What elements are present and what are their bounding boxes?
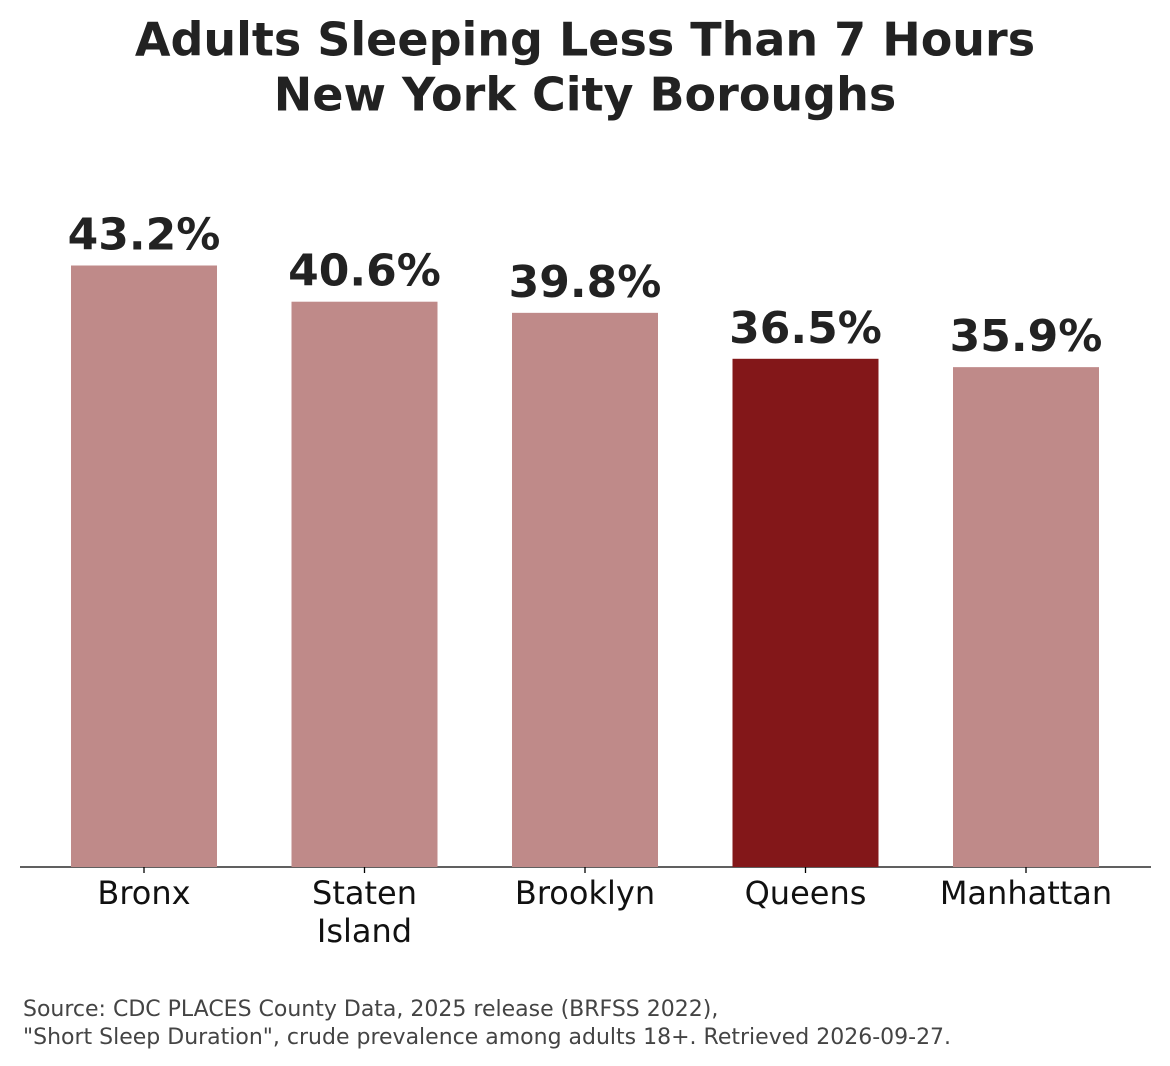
value-label: 36.5% (729, 303, 882, 354)
source-note: "Short Sleep Duration", crude prevalence… (23, 1025, 951, 1050)
bar (512, 312, 658, 868)
value-label: 43.2% (68, 210, 221, 261)
chart-title: Adults Sleeping Less Than 7 Hours (135, 13, 1035, 67)
x-tick-label: Brooklyn (515, 874, 655, 912)
value-label: 35.9% (950, 311, 1103, 362)
x-tick-label: Manhattan (940, 874, 1112, 912)
bar (291, 301, 438, 867)
source-note: Source: CDC PLACES County Data, 2025 rel… (23, 997, 718, 1022)
bar (732, 358, 879, 867)
bar (71, 265, 217, 867)
chart-title: New York City Boroughs (274, 68, 896, 122)
bar (953, 367, 1099, 867)
x-tick-label: Queens (745, 874, 867, 912)
value-label: 40.6% (288, 246, 441, 297)
x-tick-label: Staten Island (312, 874, 417, 950)
value-label: 39.8% (509, 257, 662, 308)
x-tick-label: Bronx (97, 874, 190, 912)
